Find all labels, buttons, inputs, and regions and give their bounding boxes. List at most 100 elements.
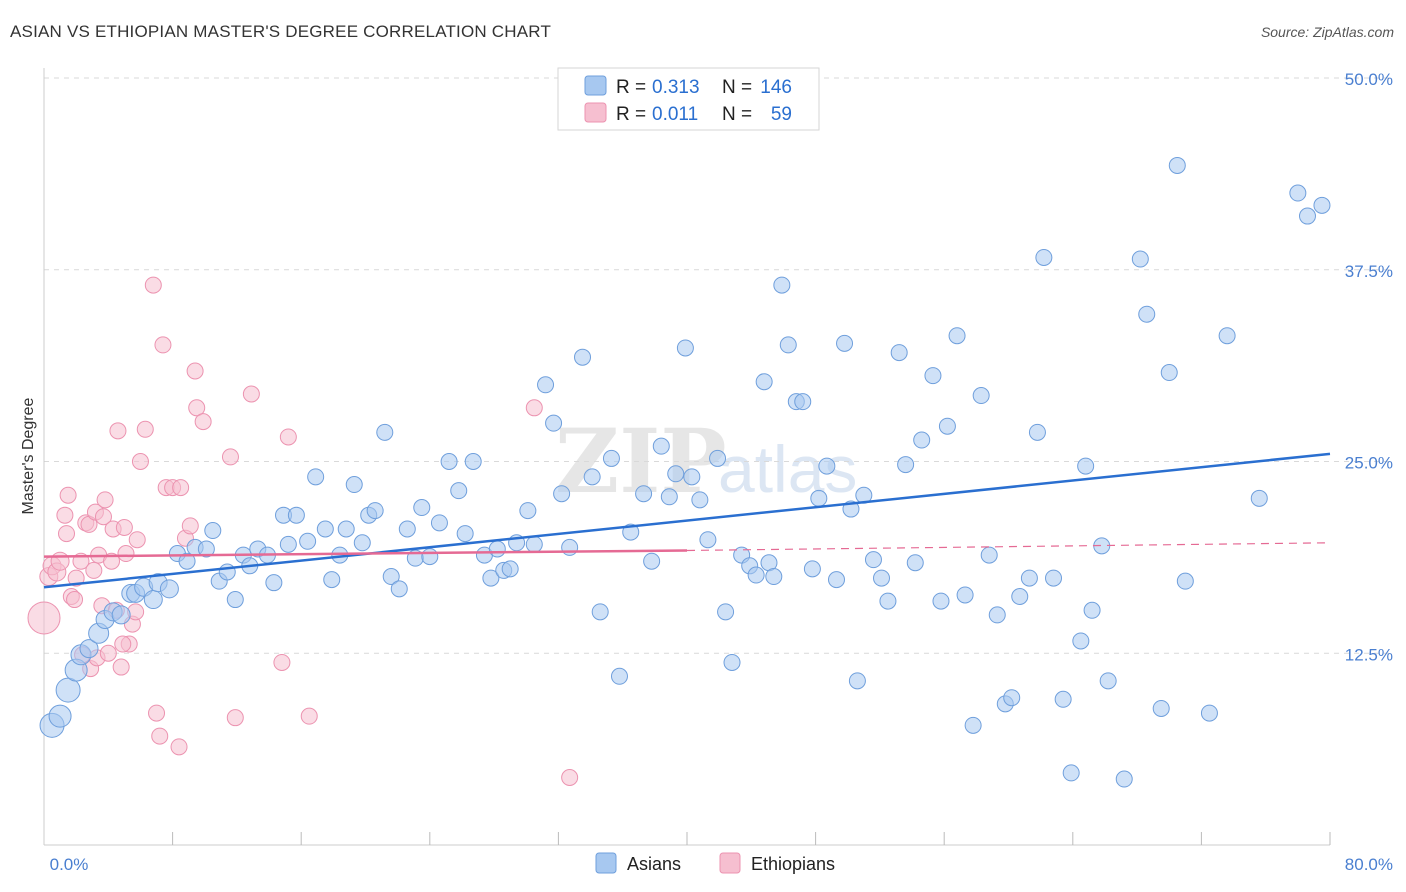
asian-point [1176, 572, 1194, 590]
asian-point [848, 672, 866, 690]
asian-point [836, 334, 854, 352]
ethiopian-point [194, 413, 212, 431]
asian-point [1035, 248, 1053, 266]
asian-point [421, 548, 439, 566]
legend-r-label-ethiopians: R = [616, 104, 646, 125]
ethiopian-point [151, 727, 169, 745]
ethiopian-point [181, 517, 199, 535]
ethiopian-point [66, 591, 84, 609]
asian-point [1083, 601, 1101, 619]
legend-swatch-asians [584, 75, 607, 96]
asian-point [501, 560, 519, 578]
ethiopian-point [85, 561, 103, 579]
asian-point [178, 552, 196, 570]
asian-point [699, 531, 717, 549]
asian-point [1250, 489, 1268, 507]
asian-point [376, 423, 394, 441]
asian-point [1298, 207, 1316, 225]
ethiopian-point [226, 709, 244, 727]
asian-point [537, 376, 555, 394]
asian-point [79, 639, 99, 659]
asian-point [691, 491, 709, 509]
ethiopians-trend-line [43, 549, 688, 558]
asian-point [1054, 690, 1072, 708]
asian-point [1200, 704, 1218, 722]
asian-point [561, 538, 579, 556]
asian-point [143, 590, 163, 610]
asian-point [525, 535, 543, 553]
ethiopian-point [114, 635, 132, 653]
asian-point [643, 552, 661, 570]
legend: R = 0.313 N = 146 R = 0.011 N = 59 [557, 67, 820, 131]
asian-point [1062, 764, 1080, 782]
legend-r-label-asians: R = [616, 77, 646, 98]
asian-point [48, 704, 72, 728]
asian-point [323, 571, 341, 589]
legend-r-value-ethiopians: 0.011 [652, 104, 698, 125]
asian-point [1028, 423, 1046, 441]
asian-point [1289, 184, 1307, 202]
asian-point [1045, 569, 1063, 587]
ethiopian-point [112, 658, 130, 676]
asian-point [591, 603, 609, 621]
series-legend-swatch-asians [595, 852, 617, 874]
series-legend-label-ethiopians: Ethiopians [751, 854, 835, 874]
asian-point [723, 653, 741, 671]
x-tick-label-min: 0.0% [50, 855, 89, 874]
ethiopian-point [128, 531, 146, 549]
asian-point [948, 327, 966, 345]
ethiopian-point [144, 276, 162, 294]
asian-point [964, 716, 982, 734]
watermark-atlas: atlas [718, 432, 857, 506]
asian-point [159, 579, 179, 599]
x-tick-label-max: 80.0% [1345, 855, 1393, 874]
y-tick-label: 25.0% [1345, 454, 1393, 473]
asian-point [287, 506, 305, 524]
asian-point [382, 568, 400, 586]
asian-point [316, 520, 334, 538]
legend-n-label-ethiopians: N = [722, 104, 752, 125]
asian-point [1131, 250, 1149, 268]
asian-point [1160, 364, 1178, 382]
asian-point [337, 520, 355, 538]
asian-point [307, 468, 325, 486]
asian-point [890, 344, 908, 362]
y-tick-label: 50.0% [1345, 70, 1393, 89]
legend-n-value-ethiopians: 59 [771, 104, 792, 125]
asian-point [1077, 457, 1095, 475]
asian-point [924, 367, 942, 385]
asian-point [1218, 327, 1236, 345]
chart-title: ASIAN VS ETHIOPIAN MASTER'S DEGREE CORRE… [10, 22, 552, 41]
asian-point [430, 514, 448, 532]
asian-point [660, 488, 678, 506]
asian-point [873, 569, 891, 587]
asian-point [717, 603, 735, 621]
ethiopian-point [96, 491, 114, 509]
ethiopian-point [59, 486, 77, 504]
asian-point [482, 569, 500, 587]
asian-point [583, 468, 601, 486]
asian-point [545, 414, 563, 432]
asian-point [299, 532, 317, 550]
ethiopian-point [172, 479, 190, 497]
asian-point [111, 605, 131, 625]
asian-point [553, 485, 571, 503]
ethiopian-point [99, 644, 117, 662]
asian-point [980, 546, 998, 564]
asian-point [972, 387, 990, 405]
asian-point [1003, 689, 1021, 707]
ethiopian-point [561, 769, 579, 787]
asian-point [956, 586, 974, 604]
asian-point [1099, 672, 1117, 690]
asian-point [610, 667, 628, 685]
y-tick-label: 37.5% [1345, 262, 1393, 281]
legend-swatch-ethiopians [584, 102, 607, 123]
asian-point [353, 534, 371, 552]
ethiopian-point [273, 653, 291, 671]
asian-point [1115, 770, 1133, 788]
ethiopian-point [221, 448, 239, 466]
ethiopian-point [115, 518, 133, 536]
asian-point [488, 540, 506, 558]
asian-point [450, 482, 468, 500]
